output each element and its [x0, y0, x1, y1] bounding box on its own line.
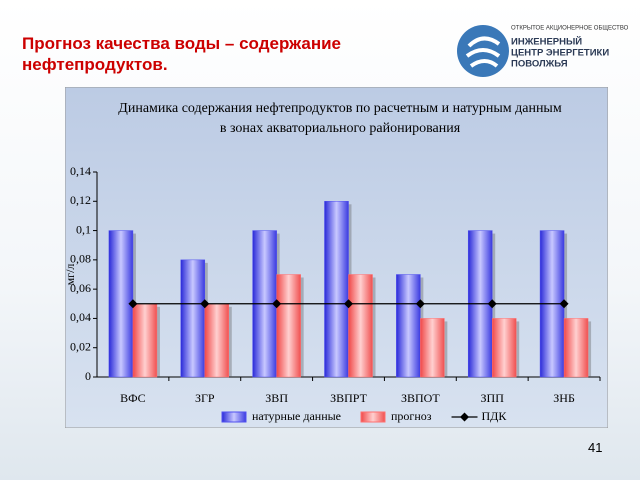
- bar: [276, 274, 301, 378]
- marker: [128, 299, 138, 309]
- y-tick-label: 0,04: [70, 310, 91, 324]
- y-tick-label: 0,1: [76, 222, 91, 236]
- logo-text: ОТКРЫТОЕ АКЦИОНЕРНОЕ ОБЩЕСТВО: [511, 26, 629, 32]
- page-number: 41: [588, 440, 603, 455]
- x-tick-label: ВФС: [120, 391, 146, 405]
- logo-text: ЦЕНТР ЭНЕРГЕТИКИ: [511, 48, 609, 59]
- x-tick-label: ЗНБ: [553, 391, 575, 405]
- x-tick-label: ЗВПОТ: [401, 391, 440, 405]
- legend-label: натурные данные: [252, 409, 341, 423]
- y-tick-label: 0,12: [70, 193, 91, 207]
- x-tick-label: ЗПП: [481, 391, 505, 405]
- bar: [132, 303, 158, 378]
- marker: [559, 299, 569, 309]
- bar: [396, 274, 421, 378]
- bar: [348, 274, 373, 378]
- chart-title: Динамика содержания нефтепродуктов по ра…: [118, 101, 562, 116]
- chart: Динамика содержания нефтепродуктов по ра…: [65, 87, 608, 428]
- marker: [415, 299, 425, 309]
- logo-text: ИНЖЕНЕРНЫЙ: [511, 36, 582, 48]
- marker: [200, 299, 210, 309]
- y-tick-label: 0,08: [70, 252, 91, 266]
- marker: [487, 299, 497, 309]
- y-tick-label: 0,14: [70, 164, 91, 178]
- logo: ОТКРЫТОЕ АКЦИОНЕРНОЕ ОБЩЕСТВО ИНЖЕНЕРНЫЙ…: [457, 25, 629, 77]
- bar: [491, 318, 517, 378]
- legend-swatch: [221, 411, 247, 423]
- y-axis-label: мг/л: [65, 264, 77, 286]
- slide-title: Прогноз качества воды – содержание нефте…: [22, 34, 341, 74]
- x-tick-label: ЗВП: [265, 391, 288, 405]
- bar: [204, 303, 230, 378]
- legend-swatch: [360, 411, 386, 423]
- logo-waves: [465, 36, 501, 68]
- x-tick-label: ЗГР: [195, 391, 215, 405]
- y-tick-label: 0: [85, 369, 91, 383]
- bar: [180, 259, 206, 378]
- y-tick-label: 0,06: [70, 281, 91, 295]
- marker: [460, 412, 470, 422]
- bar: [563, 318, 589, 378]
- marker: [344, 299, 353, 309]
- legend-label: прогноз: [391, 409, 432, 423]
- legend-label: ПДК: [482, 409, 508, 423]
- marker: [272, 299, 282, 309]
- chart-subtitle: в зонах акваториального районирования: [220, 121, 461, 136]
- bar: [324, 201, 349, 378]
- y-tick-label: 0,02: [70, 339, 91, 353]
- logo-text: ПОВОЛЖЬЯ: [511, 59, 568, 70]
- x-tick-label: ЗВПРТ: [330, 391, 368, 405]
- bar: [420, 318, 445, 378]
